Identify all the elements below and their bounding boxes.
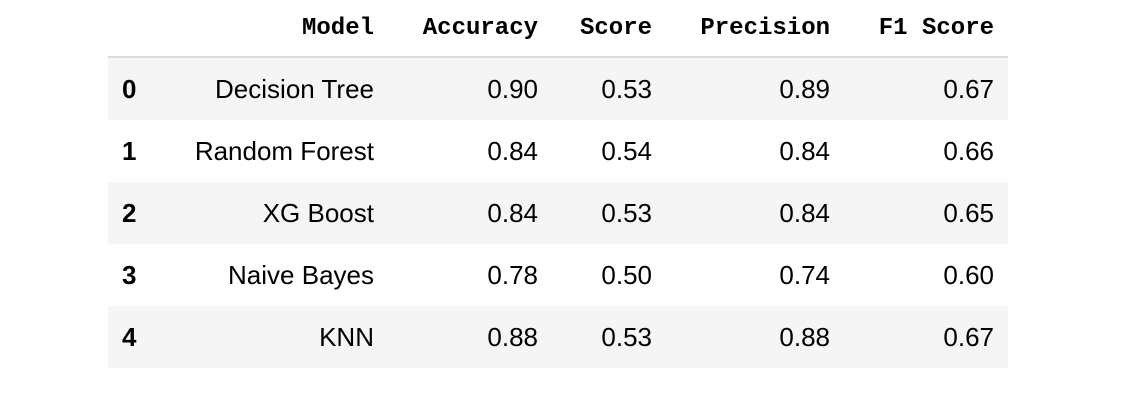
cell-model: XG Boost	[262, 197, 374, 228]
cell-score: 0.54	[601, 135, 652, 166]
table-row: 0 Decision Tree 0.90 0.53 0.89 0.67	[108, 57, 1008, 120]
header-model: Model	[168, 0, 388, 58]
cell-f1-score: 0.67	[943, 321, 994, 352]
header-f1-score: F1 Score	[844, 0, 1008, 58]
cell-precision: 0.84	[779, 197, 830, 228]
cell-model: Naive Bayes	[228, 259, 374, 290]
cell-score: 0.53	[601, 321, 652, 352]
row-index: 3	[122, 259, 137, 290]
cell-accuracy: 0.90	[487, 73, 538, 104]
cell-score: 0.53	[601, 197, 652, 228]
header-accuracy: Accuracy	[388, 0, 552, 58]
cell-model: KNN	[319, 321, 374, 352]
cell-accuracy: 0.78	[487, 259, 538, 290]
cell-score: 0.53	[601, 73, 652, 104]
cell-precision: 0.88	[779, 321, 830, 352]
row-index: 2	[122, 197, 137, 228]
header-index-blank	[108, 0, 168, 58]
cell-accuracy: 0.84	[487, 135, 538, 166]
cell-accuracy: 0.84	[487, 197, 538, 228]
table-row: 3 Naive Bayes 0.78 0.50 0.74 0.60	[108, 244, 1008, 306]
table-body: 0 Decision Tree 0.90 0.53 0.89 0.67 1 Ra…	[108, 57, 1008, 368]
table-row: 2 XG Boost 0.84 0.53 0.84 0.65	[108, 182, 1008, 244]
table-row: 1 Random Forest 0.84 0.54 0.84 0.66	[108, 120, 1008, 182]
cell-model: Decision Tree	[215, 73, 374, 104]
header-precision: Precision	[666, 0, 844, 58]
cell-f1-score: 0.67	[943, 73, 994, 104]
cell-score: 0.50	[601, 259, 652, 290]
row-index: 4	[122, 321, 137, 352]
cell-model: Random Forest	[194, 135, 374, 166]
row-index: 0	[122, 73, 137, 104]
dataframe-output: Model Accuracy Score Precision F1 Score …	[108, 0, 1008, 368]
cell-precision: 0.89	[779, 73, 830, 104]
row-index: 1	[122, 135, 137, 166]
results-table: Model Accuracy Score Precision F1 Score …	[108, 0, 1008, 368]
cell-precision: 0.84	[779, 135, 830, 166]
cell-precision: 0.74	[779, 259, 830, 290]
header-row: Model Accuracy Score Precision F1 Score	[108, 0, 1008, 58]
cell-accuracy: 0.88	[487, 321, 538, 352]
cell-f1-score: 0.65	[943, 197, 994, 228]
header-score: Score	[552, 0, 666, 58]
table-row: 4 KNN 0.88 0.53 0.88 0.67	[108, 306, 1008, 368]
cell-f1-score: 0.60	[943, 259, 994, 290]
table-header: Model Accuracy Score Precision F1 Score	[108, 0, 1008, 58]
cell-f1-score: 0.66	[943, 135, 994, 166]
